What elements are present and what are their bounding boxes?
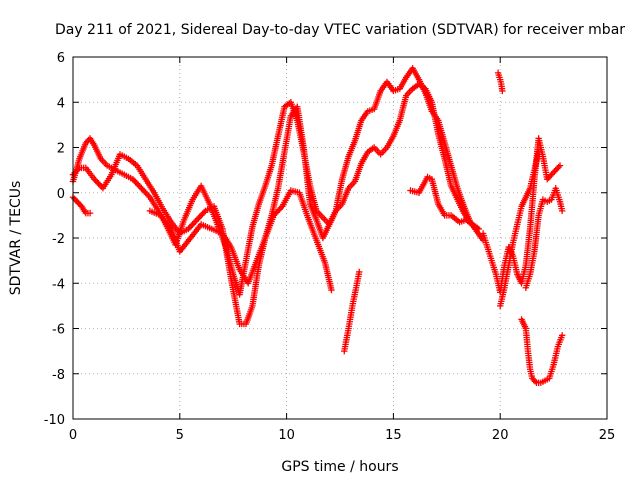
x-tick-label: 20: [492, 428, 509, 443]
y-tick-label: -4: [52, 277, 65, 292]
x-tick-label: 5: [176, 428, 184, 443]
series-track-k: [497, 148, 542, 310]
y-tick-label: -6: [52, 323, 65, 338]
series-track-b: [69, 80, 480, 328]
y-tick-label: -2: [52, 232, 65, 247]
data-point: [556, 162, 564, 169]
x-axis-label: GPS time / hours: [281, 459, 398, 475]
series-track-h: [518, 316, 566, 386]
x-tick-label: 10: [278, 428, 295, 443]
data-point: [535, 148, 542, 156]
data-point: [558, 207, 566, 215]
series-track-j: [494, 69, 506, 95]
y-tick-label: 6: [57, 51, 65, 66]
y-tick-label: -10: [44, 413, 65, 428]
data-point: [356, 268, 363, 276]
series-track-f: [407, 173, 483, 233]
series-track-c: [146, 187, 335, 294]
data-point: [328, 286, 335, 294]
x-tick-label: 25: [599, 428, 616, 443]
y-tick-label: 2: [57, 142, 65, 157]
data-point: [86, 209, 94, 217]
y-tick-label: 4: [57, 96, 65, 111]
chart-title: Day 211 of 2021, Sidereal Day-to-day VTE…: [55, 22, 625, 38]
grid: [73, 57, 607, 419]
x-tick-label: 0: [69, 428, 77, 443]
data-point: [475, 225, 483, 233]
y-tick-label: 0: [57, 187, 65, 202]
series-track-i: [522, 185, 566, 291]
y-tick-label: -8: [52, 368, 65, 383]
series-track-e: [341, 268, 363, 355]
data-marks: [69, 65, 566, 386]
y-axis-label: SDTVAR / TECUs: [8, 181, 24, 296]
data-point: [558, 332, 566, 339]
data-point: [499, 87, 506, 95]
x-tick-label: 15: [385, 428, 402, 443]
